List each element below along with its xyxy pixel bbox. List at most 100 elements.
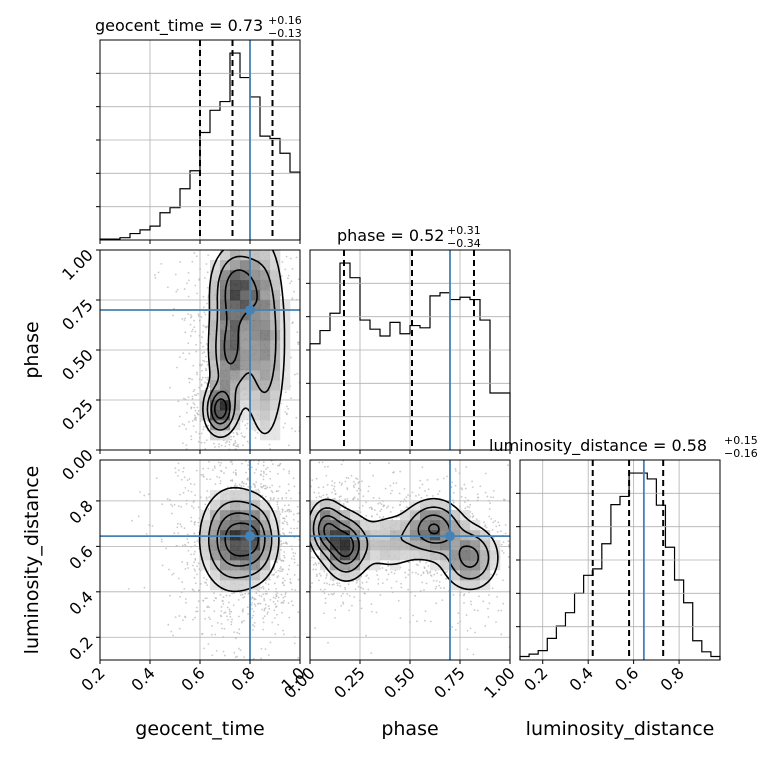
sample-point [157, 271, 160, 274]
sample-point [206, 271, 209, 274]
sample-point [212, 480, 214, 482]
sample-point [423, 619, 426, 622]
sample-point [272, 596, 275, 599]
density-cell [450, 570, 461, 581]
sample-point [287, 504, 290, 506]
sample-point [178, 627, 181, 630]
density-cell [460, 520, 471, 531]
sample-point [193, 319, 195, 322]
sample-point [283, 520, 286, 523]
density-cell [210, 500, 221, 511]
density-cell [260, 310, 271, 321]
sample-point [262, 464, 265, 467]
sample-point [269, 156, 271, 158]
sample-point [196, 292, 198, 295]
sample-point [236, 485, 238, 488]
density-cell [270, 430, 281, 441]
density-cell [230, 330, 241, 341]
sample-point [290, 480, 292, 482]
sample-point [359, 489, 362, 491]
sample-point [459, 591, 462, 594]
sample-point [463, 483, 466, 486]
sample-point [332, 593, 334, 596]
sample-point [305, 560, 307, 562]
sample-point [184, 568, 187, 570]
sample-point [303, 466, 305, 468]
sample-point [360, 586, 363, 589]
sample-point [290, 457, 292, 459]
sample-point [282, 596, 285, 599]
sample-point [265, 473, 268, 476]
sample-point [198, 436, 201, 439]
sample-point [296, 599, 298, 601]
sample-point [219, 593, 222, 596]
sample-point [193, 403, 196, 406]
sample-point [258, 246, 260, 248]
density-cell [320, 560, 331, 571]
sample-point [380, 508, 383, 511]
sample-point [185, 499, 188, 502]
sample-point [160, 262, 163, 265]
sample-point [435, 585, 438, 588]
sample-point [131, 519, 133, 522]
sample-point [235, 474, 238, 476]
sample-point [288, 472, 291, 475]
sample-point [230, 435, 233, 438]
sample-point [177, 577, 180, 580]
sample-point [275, 606, 277, 609]
sample-point [419, 479, 422, 482]
sample-point [205, 342, 208, 345]
sample-point [471, 512, 474, 515]
density-cell [340, 540, 351, 551]
sample-point [204, 503, 207, 506]
sample-point [507, 540, 510, 542]
sample-point [258, 435, 260, 437]
sample-point [211, 485, 213, 487]
sample-point [204, 277, 206, 279]
sample-point [431, 495, 434, 497]
sample-point [230, 610, 233, 613]
sample-point [435, 602, 438, 605]
sample-point [314, 475, 316, 477]
sample-point [459, 594, 462, 596]
sample-point [273, 240, 275, 242]
sample-point [382, 516, 385, 518]
sample-point [471, 480, 473, 483]
sample-point [299, 456, 301, 458]
sample-point [312, 568, 315, 571]
sample-point [235, 471, 237, 474]
sample-point [261, 494, 264, 497]
density-cell [460, 580, 471, 591]
sample-point [323, 582, 326, 585]
sample-point [282, 214, 284, 216]
sample-point [429, 574, 432, 577]
sample-point [240, 432, 243, 435]
sample-point [358, 481, 360, 483]
truth-marker [245, 305, 255, 315]
sample-point [496, 530, 499, 533]
sample-point [264, 648, 267, 651]
sample-point [444, 419, 446, 421]
sample-point [297, 611, 300, 614]
density-cell [220, 430, 231, 441]
sample-point [454, 467, 457, 470]
sample-point [290, 527, 292, 530]
sample-point [494, 520, 496, 522]
density-cell [260, 360, 271, 371]
density-cell [440, 520, 451, 531]
sample-point [528, 533, 530, 535]
sample-point [407, 573, 410, 576]
sample-point [184, 598, 187, 600]
sample-point [376, 513, 379, 516]
sample-point [395, 580, 398, 583]
density-cell [390, 550, 401, 561]
sample-point [195, 469, 198, 472]
sample-point [179, 415, 181, 418]
sample-point [216, 475, 219, 478]
sample-point [286, 521, 288, 524]
sample-point [235, 431, 238, 434]
sample-point [269, 145, 271, 147]
sample-point [418, 486, 421, 489]
sample-point [386, 578, 389, 581]
sample-point [415, 571, 417, 574]
